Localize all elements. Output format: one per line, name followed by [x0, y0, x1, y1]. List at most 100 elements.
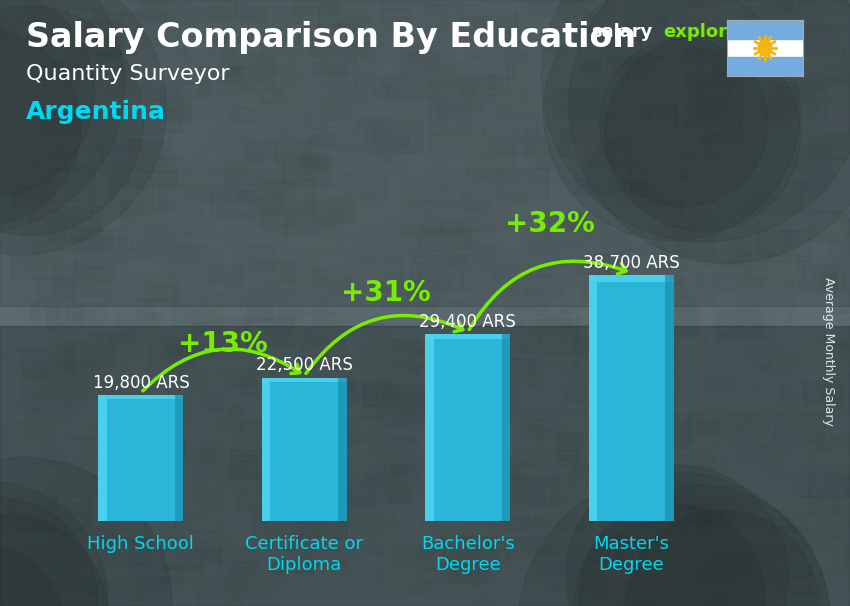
Bar — [690, 573, 732, 598]
Bar — [511, 565, 545, 585]
Bar — [740, 442, 772, 461]
Bar — [144, 0, 175, 19]
Bar — [683, 588, 708, 603]
Bar — [504, 384, 514, 391]
Bar — [227, 562, 286, 597]
Bar — [298, 124, 327, 141]
Bar — [241, 415, 269, 431]
Bar — [300, 99, 337, 121]
Bar — [622, 15, 665, 41]
Bar — [314, 503, 348, 524]
Bar — [688, 102, 719, 121]
Bar — [337, 529, 377, 553]
Bar — [282, 157, 331, 185]
Bar — [813, 143, 840, 159]
Bar — [250, 341, 303, 373]
Bar — [762, 2, 792, 20]
Bar — [701, 369, 745, 395]
Bar — [314, 277, 351, 299]
Bar — [0, 495, 57, 529]
Bar — [150, 155, 202, 186]
Bar — [453, 513, 492, 536]
Bar — [304, 511, 348, 537]
Bar — [606, 378, 617, 384]
Bar — [612, 32, 642, 50]
Bar — [319, 2, 365, 30]
Circle shape — [566, 465, 788, 606]
Bar — [409, 196, 423, 205]
Bar — [286, 0, 338, 15]
Bar — [654, 233, 708, 266]
Bar — [561, 130, 583, 143]
Bar — [800, 431, 830, 449]
Bar — [118, 313, 159, 337]
Bar — [710, 401, 728, 411]
Bar — [552, 526, 581, 544]
Bar — [290, 0, 311, 1]
Bar — [430, 79, 483, 111]
Bar — [676, 488, 734, 524]
Bar — [268, 170, 299, 189]
Bar — [294, 104, 314, 116]
Bar — [581, 212, 602, 225]
Bar — [841, 557, 850, 582]
Bar — [193, 490, 218, 505]
Bar — [649, 430, 682, 450]
Bar — [778, 526, 819, 551]
Bar — [148, 338, 196, 366]
Bar — [29, 211, 42, 219]
Bar — [774, 412, 824, 442]
Bar — [69, 8, 116, 36]
Bar — [129, 540, 178, 569]
Bar — [119, 388, 157, 411]
Bar — [180, 566, 205, 581]
Bar — [403, 53, 455, 84]
Bar — [440, 222, 461, 234]
Bar — [613, 3, 667, 36]
Bar — [683, 425, 700, 435]
Bar — [220, 407, 233, 415]
Bar — [229, 108, 252, 122]
Bar — [832, 330, 850, 351]
Bar — [819, 525, 850, 552]
Bar — [844, 539, 850, 561]
Bar — [404, 41, 439, 62]
Bar — [485, 138, 513, 155]
Bar — [188, 530, 231, 556]
Bar — [676, 562, 714, 585]
Bar — [205, 521, 223, 532]
Bar — [581, 385, 615, 405]
Bar — [260, 207, 296, 228]
Bar — [807, 411, 824, 421]
Bar — [463, 499, 507, 525]
Bar — [112, 139, 167, 172]
Bar — [120, 200, 166, 227]
Bar — [14, 181, 54, 205]
Bar — [46, 485, 56, 491]
Bar — [598, 328, 654, 362]
Bar — [71, 228, 91, 241]
Bar — [208, 185, 223, 193]
Bar — [202, 36, 235, 56]
Bar — [643, 280, 662, 291]
Bar — [312, 268, 328, 278]
Bar — [738, 278, 793, 311]
Bar — [233, 562, 280, 590]
Bar — [464, 468, 487, 482]
Bar — [626, 195, 639, 204]
Bar — [196, 578, 241, 605]
Bar — [217, 522, 228, 529]
Bar — [642, 498, 693, 528]
Bar — [654, 508, 712, 543]
Bar — [547, 479, 560, 487]
Bar — [592, 344, 649, 378]
Bar — [314, 374, 340, 390]
Bar — [598, 270, 611, 278]
Bar — [356, 36, 383, 52]
Bar — [683, 2, 718, 24]
Bar — [362, 322, 379, 333]
Bar — [293, 562, 312, 573]
Bar — [104, 470, 147, 496]
Bar — [694, 62, 706, 70]
Bar — [802, 339, 847, 366]
